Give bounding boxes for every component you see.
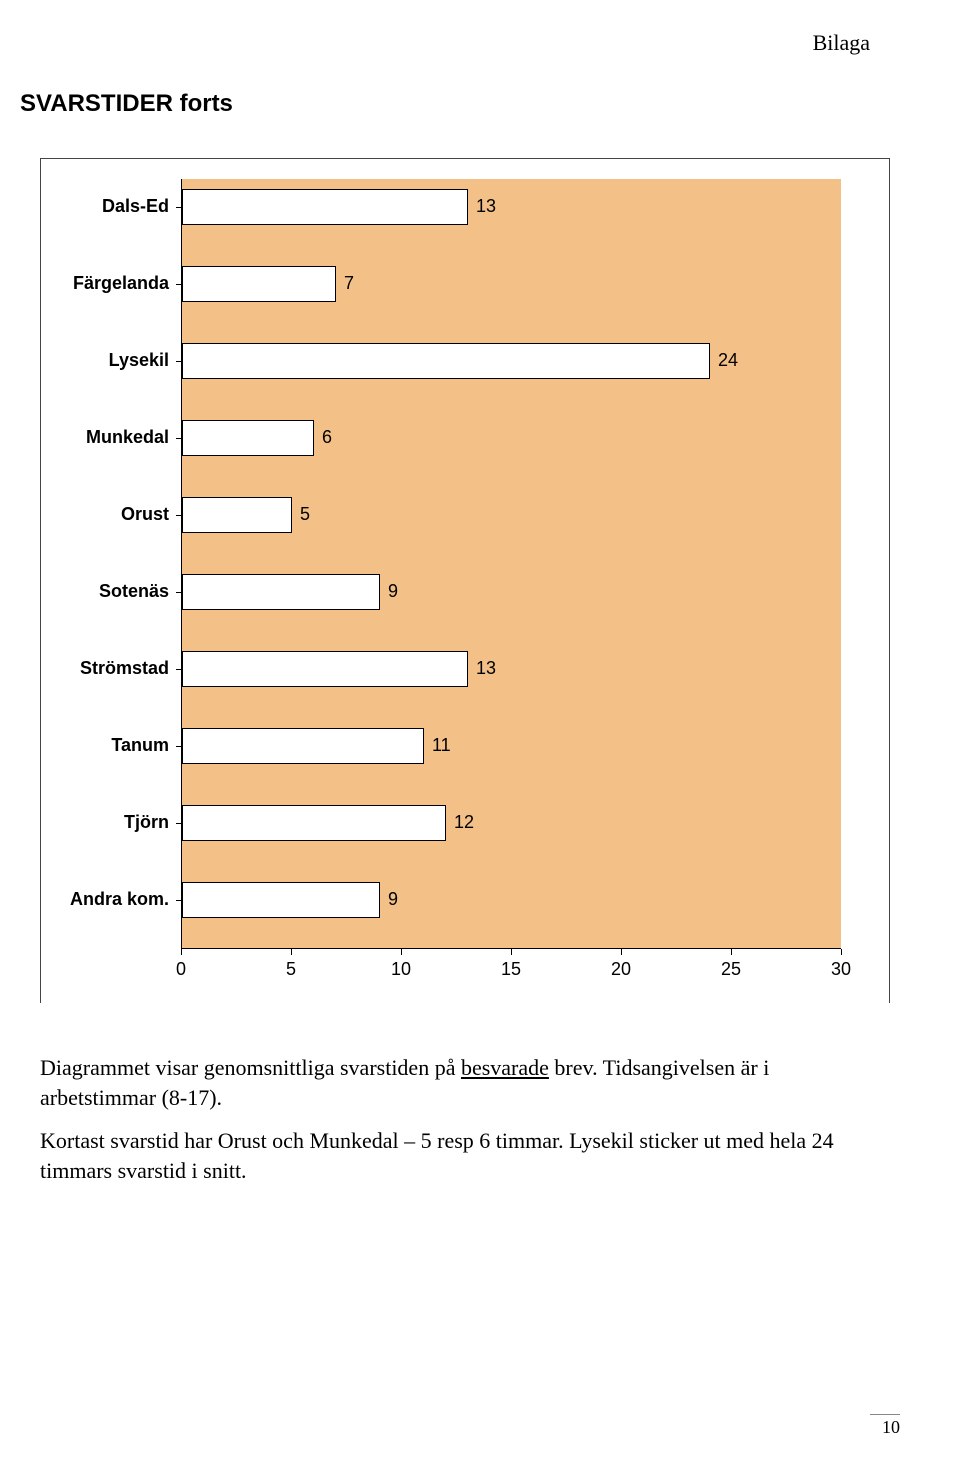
bar-value-label: 9	[388, 581, 398, 602]
x-axis-label: 0	[176, 959, 186, 980]
x-axis-tick	[841, 949, 842, 955]
chart: 13 7 24 6 5 9 13 11 12 9 Dals-Ed Färgelanda Lysekil M…	[51, 179, 859, 989]
bar	[182, 343, 710, 379]
bar-value-label: 9	[388, 889, 398, 910]
bar-value-label: 6	[322, 427, 332, 448]
body-paragraph-2: Kortast svarstid har Orust och Munkedal …	[40, 1126, 880, 1185]
bar-value-label: 13	[476, 196, 496, 217]
y-axis-label: Färgelanda	[51, 273, 169, 294]
body-p1-underlined: besvarade	[461, 1055, 549, 1080]
bar-value-label: 7	[344, 273, 354, 294]
body-p1-a: Diagrammet visar genomsnittliga svarstid…	[40, 1055, 461, 1080]
y-axis-label: Strömstad	[51, 658, 169, 679]
x-axis-tick	[291, 949, 292, 955]
bar	[182, 805, 446, 841]
section-title: SVARSTIDER forts	[20, 90, 900, 118]
y-axis-label: Dals-Ed	[51, 196, 169, 217]
bar	[182, 497, 292, 533]
bar	[182, 189, 468, 225]
bar	[182, 266, 336, 302]
x-axis-tick	[731, 949, 732, 955]
x-axis-tick	[181, 949, 182, 955]
chart-frame: 13 7 24 6 5 9 13 11 12 9 Dals-Ed Färgelanda Lysekil M…	[40, 158, 890, 1003]
bar-value-label: 24	[718, 350, 738, 371]
bar	[182, 882, 380, 918]
bar-value-label: 12	[454, 812, 474, 833]
y-axis-label: Munkedal	[51, 427, 169, 448]
y-axis-label: Sotenäs	[51, 581, 169, 602]
bar-value-label: 13	[476, 658, 496, 679]
x-axis-label: 15	[501, 959, 521, 980]
x-axis-label: 30	[831, 959, 851, 980]
page-number: 10	[870, 1414, 900, 1438]
y-axis-label: Lysekil	[51, 350, 169, 371]
bar	[182, 651, 468, 687]
x-axis-tick	[511, 949, 512, 955]
x-axis-label: 25	[721, 959, 741, 980]
x-axis-tick	[621, 949, 622, 955]
y-axis-label: Andra kom.	[51, 889, 169, 910]
bar	[182, 420, 314, 456]
page: Bilaga SVARSTIDER forts 13 7 24 6 5 9 13 11 12 9 D…	[0, 0, 960, 1466]
x-axis-label: 20	[611, 959, 631, 980]
bar	[182, 574, 380, 610]
bar-value-label: 5	[300, 504, 310, 525]
plot-area: 13 7 24 6 5 9 13 11 12 9	[181, 179, 841, 949]
y-axis-label: Orust	[51, 504, 169, 525]
y-axis-label: Tjörn	[51, 812, 169, 833]
x-axis-label: 5	[286, 959, 296, 980]
x-axis-tick	[401, 949, 402, 955]
body-paragraph-1: Diagrammet visar genomsnittliga svarstid…	[40, 1053, 880, 1112]
bar-value-label: 11	[432, 735, 451, 756]
header-appendix-label: Bilaga	[813, 30, 870, 56]
y-axis-label: Tanum	[51, 735, 169, 756]
bar	[182, 728, 424, 764]
x-axis-label: 10	[391, 959, 411, 980]
